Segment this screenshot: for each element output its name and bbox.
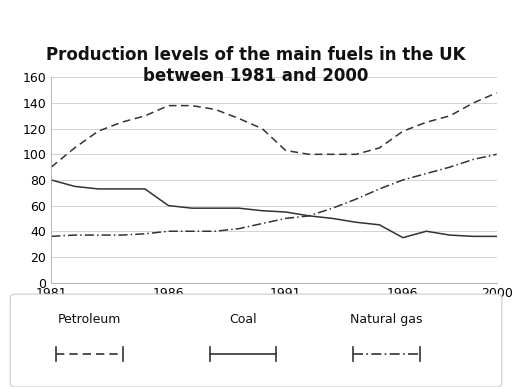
Text: Natural gas: Natural gas — [350, 313, 423, 326]
Text: Production levels of the main fuels in the UK
between 1981 and 2000: Production levels of the main fuels in t… — [46, 46, 466, 85]
Text: Coal: Coal — [229, 313, 257, 326]
Text: Petroleum: Petroleum — [58, 313, 121, 326]
